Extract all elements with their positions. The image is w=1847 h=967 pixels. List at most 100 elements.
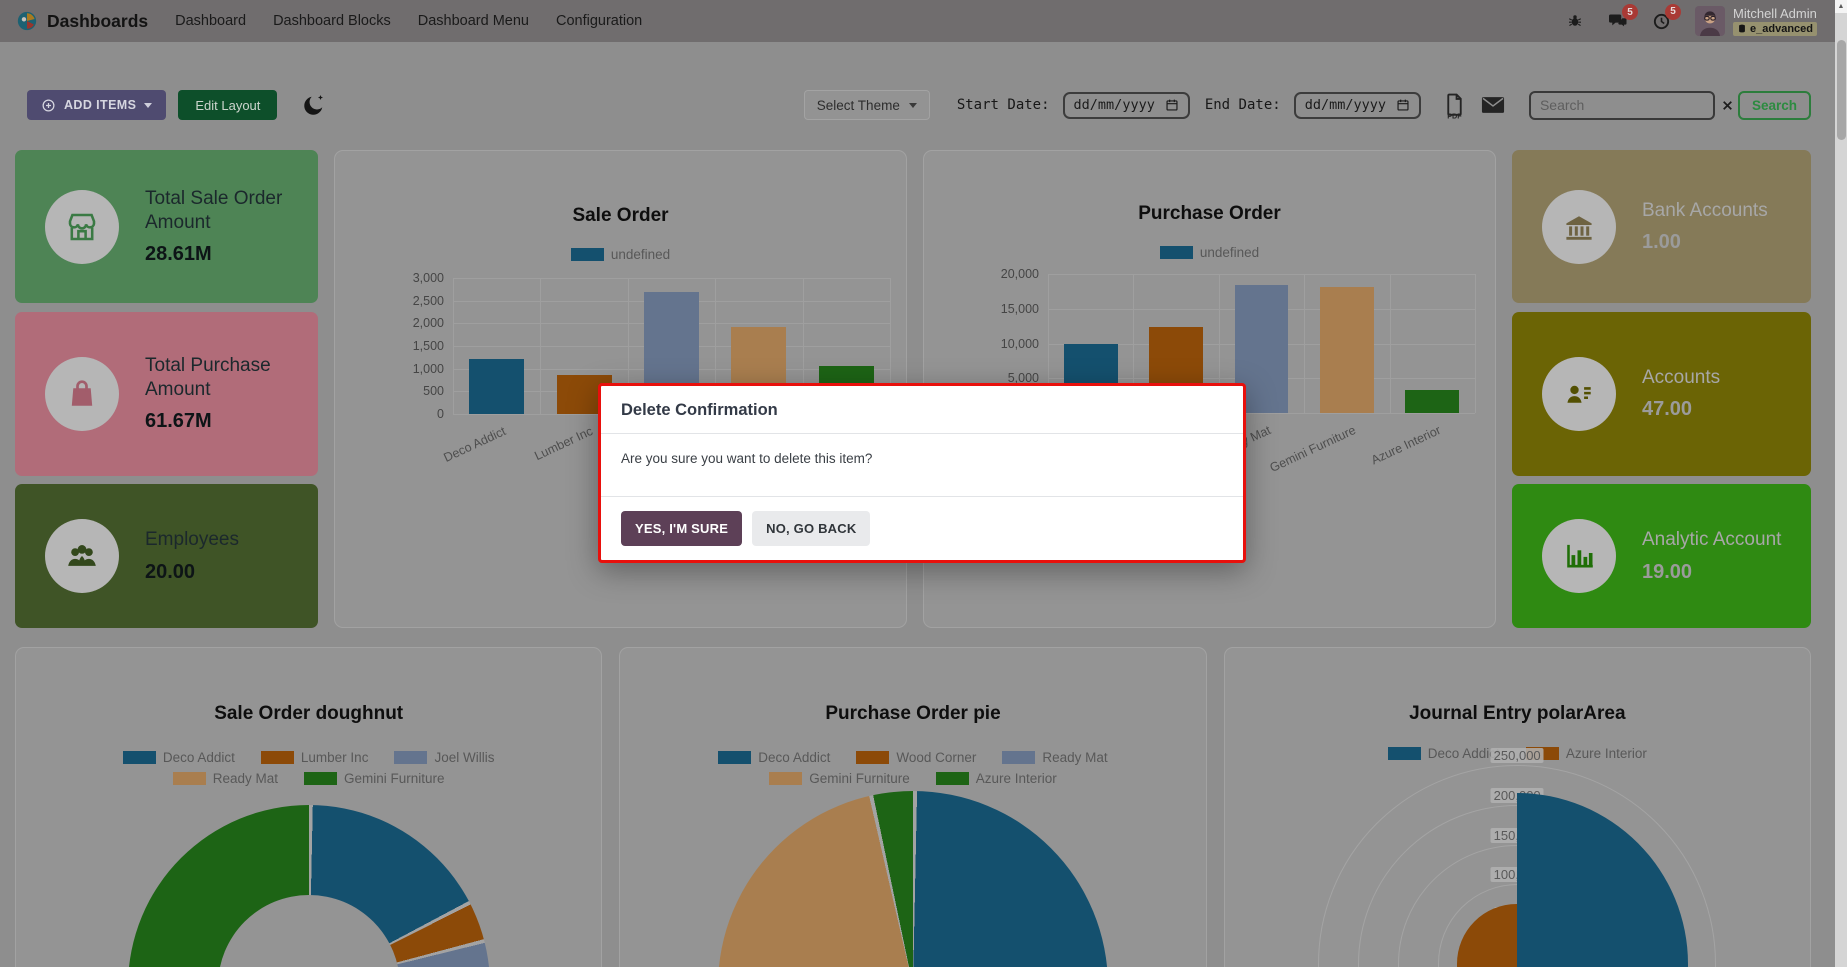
gridline-vertical [627,278,629,414]
start-date-input[interactable]: dd/mm/yyyy [1062,91,1190,119]
bar-chart-icon [1567,544,1593,568]
legend-swatch [304,772,338,785]
legend-item[interactable]: Wood Corner [856,750,976,765]
dark-mode-toggle[interactable] [301,93,326,118]
purchase-order-pie-panel: Purchase Order pie Deco Addict Wood Corner… [619,647,1207,967]
chart-legend-row: Deco Addict Lumber Inc Joel Willis [16,750,601,765]
kpi-label: Analytic Account [1642,529,1782,551]
legend-swatch [122,751,156,764]
legend-label: Gemini Furniture [809,771,910,786]
kpi-label: Total Sale Order Amount [145,188,283,233]
legend-item[interactable]: Gemini Furniture [769,771,910,786]
search-input[interactable] [1539,97,1721,113]
legend-item[interactable]: Joel Willis [394,750,494,765]
legend-swatch [394,751,428,764]
x-axis-category-label: Gemini Furniture [1267,423,1358,476]
messages-icon[interactable]: 5 [1608,4,1639,30]
journal-entry-polararea-chart[interactable]: Journal Entry polarArea Deco Addict Azure … [1225,648,1810,967]
legend-label: Azure Interior [975,771,1057,786]
pdf-file-icon: PDF [1447,93,1462,119]
end-date-value: dd/mm/yyyy [1304,97,1386,113]
delete-confirmation-modal: Delete Confirmation Are you sure you wan… [598,383,1246,563]
select-theme-dropdown[interactable]: Select Theme [803,90,930,120]
database-name: e_advanced [1750,22,1813,35]
end-date-input[interactable]: dd/mm/yyyy [1293,91,1421,119]
chevron-down-icon [144,102,153,108]
kpi-value: 28.61M [145,242,212,265]
kpi-card-right-1[interactable]: Accounts 47.00 [1512,311,1811,476]
chart-title: Sale Order doughnut [214,703,404,724]
gridline-vertical [453,278,454,414]
envelope-icon [1481,97,1505,113]
legend-item[interactable]: Azure Interior [1525,746,1647,761]
kpi-label: Accounts [1642,366,1721,388]
sale-order-doughnut-chart[interactable]: Sale Order doughnut Deco Addict Lumber Inc… [16,648,601,967]
kpi-value: 61.67M [145,409,212,432]
app-brand[interactable]: Dashboards [16,10,148,32]
modal-message: Are you sure you want to delete this ite… [601,434,1243,497]
app-brand-label: Dashboards [47,10,149,31]
activities-count-badge: 5 [1665,3,1682,20]
confirm-delete-button[interactable]: YES, I'M SURE [621,511,743,546]
nav-item-dashboard-blocks[interactable]: Dashboard Blocks [273,13,391,29]
toolbar-filters: Select Theme Start Date: dd/mm/yyyy End … [803,90,1811,120]
export-pdf-button[interactable]: PDF [1442,92,1467,119]
add-items-button[interactable]: ADD ITEMS [27,90,167,120]
clear-search-icon[interactable] [1721,99,1734,112]
legend-item[interactable]: Deco Addict [1387,746,1500,761]
radial-tick-label: 250,000 [1490,748,1544,763]
kpi-card-left-2[interactable]: Employees 20.00 [15,484,318,628]
kpi-icon-circle [1542,519,1616,593]
legend-item[interactable]: undefined [570,247,670,262]
debug-bug-icon[interactable] [1566,12,1584,30]
legend-item[interactable]: Azure Interior [935,771,1057,786]
legend-item[interactable]: Ready Mat [172,771,278,786]
nav-item-configuration[interactable]: Configuration [556,13,643,29]
moon-icon [304,94,324,115]
start-date-label: Start Date: [956,97,1050,113]
kpi-text: Accounts 47.00 [1642,366,1720,421]
nav-item-dashboard-menu[interactable]: Dashboard Menu [417,13,529,29]
gridline-horizontal [1048,274,1475,275]
gridline-vertical [890,278,891,414]
chart-legend-row: Gemini Furniture Azure Interior [620,771,1205,786]
kpi-card-left-0[interactable]: Total Sale Order Amount 28.61M [15,150,318,303]
cancel-delete-button[interactable]: NO, GO BACK [752,511,871,546]
kpi-card-right-2[interactable]: Analytic Account 19.00 [1512,484,1811,628]
legend-item[interactable]: undefined [1159,245,1259,260]
legend-item[interactable]: Deco Addict [718,750,830,765]
kpi-card-left-1[interactable]: Total Purchase Amount 61.67M [15,311,318,476]
chart-title: Purchase Order [1138,203,1281,224]
legend-label: Joel Willis [434,750,495,765]
navbar-systray: 5 5 Mitchell Admin e_advanced [1566,3,1817,36]
bank-icon [1566,215,1592,240]
y-axis-tick-label: 2,000 [412,316,444,331]
legend-swatch [1159,246,1193,259]
legend-item[interactable]: Ready Mat [1002,750,1108,765]
gridline-horizontal [1048,413,1475,414]
legend-swatch [1387,747,1421,760]
store-icon [68,213,96,240]
nav-item-dashboard[interactable]: Dashboard [175,13,247,29]
gridline-vertical [1389,274,1391,413]
legend-item[interactable]: Lumber Inc [260,750,369,765]
scrollbar-up-arrow[interactable]: ▲ [1835,0,1847,13]
legend-item[interactable]: Gemini Furniture [304,771,445,786]
activities-clock-icon[interactable]: 5 [1652,3,1682,31]
purchase-order-pie-chart[interactable]: Purchase Order pie Deco Addict Wood Corner… [620,648,1205,967]
search-button[interactable]: Search [1737,90,1811,120]
send-mail-button[interactable] [1480,95,1506,115]
scrollbar-thumb[interactable] [1836,40,1846,140]
bar-gemini-furniture [1319,286,1374,413]
legend-item[interactable]: Deco Addict [122,750,235,765]
kpi-card-right-0[interactable]: Bank Accounts 1.00 [1512,150,1811,303]
legend-label: Lumber Inc [300,750,369,765]
user-menu[interactable]: Mitchell Admin e_advanced [1695,6,1817,36]
page-scrollbar[interactable]: ▲ [1835,0,1847,967]
contact-icon [1567,385,1591,403]
chart-title: Sale Order [572,205,669,226]
journal-entry-polararea-panel: Journal Entry polarArea Deco Addict Azure … [1223,647,1811,967]
bar-azure-interior [1405,390,1460,413]
edit-layout-button[interactable]: Edit Layout [178,90,278,120]
x-axis-category-label: Deco Addict [441,424,508,465]
